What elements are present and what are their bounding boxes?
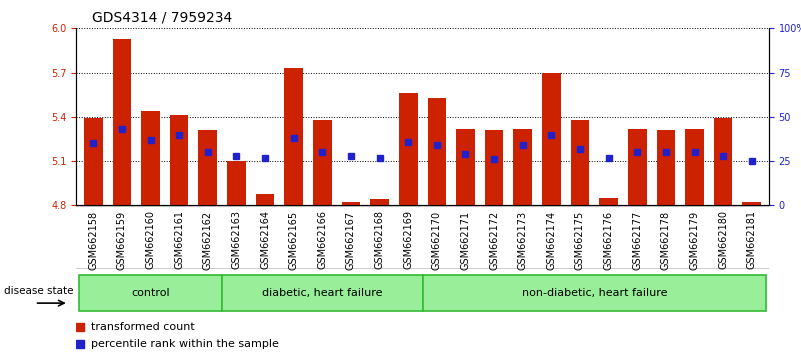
Bar xyxy=(370,199,389,205)
Bar xyxy=(342,202,360,205)
Bar xyxy=(313,120,332,205)
Text: GSM662162: GSM662162 xyxy=(203,210,213,269)
Text: GSM662180: GSM662180 xyxy=(718,210,728,269)
Text: GSM662158: GSM662158 xyxy=(88,210,99,269)
Text: percentile rank within the sample: percentile rank within the sample xyxy=(91,339,280,349)
Text: GSM662178: GSM662178 xyxy=(661,210,671,269)
Bar xyxy=(685,129,704,205)
Text: GSM662168: GSM662168 xyxy=(375,210,384,269)
Bar xyxy=(657,130,675,205)
Text: GSM662177: GSM662177 xyxy=(632,210,642,270)
Text: GSM662169: GSM662169 xyxy=(403,210,413,269)
Text: GSM662161: GSM662161 xyxy=(174,210,184,269)
Bar xyxy=(542,73,561,205)
Text: control: control xyxy=(131,288,170,298)
Bar xyxy=(714,118,732,205)
Text: GSM662179: GSM662179 xyxy=(690,210,699,269)
Text: GSM662167: GSM662167 xyxy=(346,210,356,269)
Text: GSM662181: GSM662181 xyxy=(747,210,757,269)
Text: GSM662166: GSM662166 xyxy=(317,210,328,269)
Text: transformed count: transformed count xyxy=(91,322,195,332)
Text: GSM662170: GSM662170 xyxy=(432,210,442,269)
Bar xyxy=(399,93,417,205)
Text: GSM662160: GSM662160 xyxy=(146,210,155,269)
Text: GSM662175: GSM662175 xyxy=(575,210,585,270)
FancyBboxPatch shape xyxy=(422,275,766,311)
Bar xyxy=(199,130,217,205)
Text: GSM662172: GSM662172 xyxy=(489,210,499,270)
Bar xyxy=(170,115,188,205)
FancyBboxPatch shape xyxy=(79,275,222,311)
Bar xyxy=(513,129,532,205)
Bar xyxy=(485,130,503,205)
Text: GSM662176: GSM662176 xyxy=(604,210,614,269)
Bar xyxy=(456,129,475,205)
Text: disease state: disease state xyxy=(4,286,74,296)
Bar xyxy=(256,194,275,205)
Text: GSM662164: GSM662164 xyxy=(260,210,270,269)
Bar xyxy=(743,202,761,205)
Text: non-diabetic, heart failure: non-diabetic, heart failure xyxy=(521,288,667,298)
Bar xyxy=(113,39,131,205)
Bar xyxy=(284,68,303,205)
Bar xyxy=(599,198,618,205)
Text: GSM662174: GSM662174 xyxy=(546,210,557,269)
Text: GSM662173: GSM662173 xyxy=(517,210,528,269)
Bar xyxy=(84,118,103,205)
Bar xyxy=(227,161,246,205)
Text: GSM662163: GSM662163 xyxy=(231,210,241,269)
Text: GSM662171: GSM662171 xyxy=(461,210,470,269)
Text: GSM662159: GSM662159 xyxy=(117,210,127,269)
FancyBboxPatch shape xyxy=(222,275,422,311)
Bar xyxy=(428,98,446,205)
Bar xyxy=(141,111,160,205)
Text: GSM662165: GSM662165 xyxy=(288,210,299,269)
Text: diabetic, heart failure: diabetic, heart failure xyxy=(262,288,383,298)
Bar xyxy=(570,120,590,205)
Text: GDS4314 / 7959234: GDS4314 / 7959234 xyxy=(92,11,232,25)
Bar xyxy=(628,129,646,205)
